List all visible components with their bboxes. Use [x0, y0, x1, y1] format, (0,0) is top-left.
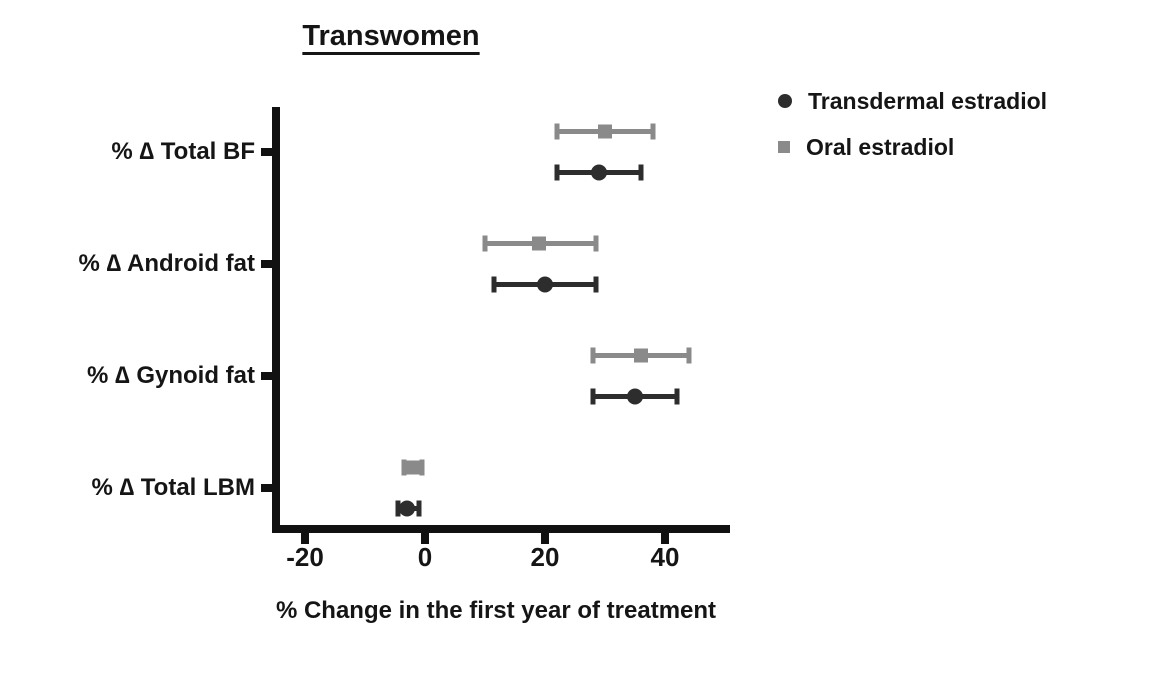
- x-axis-tick: [301, 533, 309, 544]
- y-axis-tick: [261, 148, 272, 156]
- data-point-circle: [537, 276, 553, 293]
- error-bar-cap-right: [650, 123, 656, 140]
- x-axis-tick: [541, 533, 549, 544]
- y-axis-tick: [261, 484, 272, 492]
- error-bar-cap-left: [395, 500, 401, 517]
- error-bar-cap-right: [686, 347, 692, 364]
- error-bar-cap-left: [590, 347, 596, 364]
- y-category-label-gynoid-fat: % ∆ Gynoid fat: [86, 362, 255, 389]
- data-point-square: [406, 460, 420, 475]
- chart-title: Transwomen: [302, 20, 480, 52]
- y-axis-tick: [261, 372, 272, 380]
- x-axis-tick: [421, 533, 429, 544]
- data-point-circle: [591, 164, 607, 181]
- data-point-square: [598, 124, 612, 139]
- error-bar-cap-left: [554, 164, 560, 181]
- x-axis-tick: [661, 533, 669, 544]
- error-bar-cap-right: [416, 500, 422, 517]
- x-tick-label: 20: [530, 542, 560, 572]
- error-bar-cap-right: [593, 276, 599, 293]
- y-category-label-android-fat: % ∆ Android fat: [78, 250, 255, 277]
- data-point-square: [634, 348, 648, 363]
- y-category-label-total-bf: % ∆ Total BF: [111, 138, 255, 165]
- x-axis-label: % Change in the first year of treatment: [275, 597, 717, 624]
- error-bar-cap-right: [419, 459, 425, 476]
- legend-label: Transdermal estradiol: [808, 87, 1048, 114]
- data-point-circle: [399, 500, 415, 517]
- y-category-label-total-lbm: % ∆ Total LBM: [91, 474, 255, 501]
- x-axis-line: [272, 525, 730, 533]
- error-bar-cap-right: [593, 235, 599, 252]
- error-bar-cap-left: [401, 459, 407, 476]
- x-tick-label: 40: [650, 542, 680, 572]
- circle-marker-icon: [778, 94, 792, 108]
- legend: Transdermal estradiol Oral estradiol: [778, 86, 1047, 162]
- x-tick-label: 0: [417, 542, 433, 572]
- y-axis-tick: [261, 260, 272, 268]
- error-bar-cap-left: [482, 235, 488, 252]
- error-bar-cap-left: [554, 123, 560, 140]
- error-bar-cap-left: [590, 388, 596, 405]
- square-marker-icon: [778, 141, 790, 153]
- error-bar-cap-right: [638, 164, 644, 181]
- data-point-square: [532, 236, 546, 251]
- data-point-circle: [627, 388, 643, 405]
- y-axis-line: [272, 107, 280, 533]
- legend-item-transdermal: Transdermal estradiol: [778, 86, 1047, 116]
- x-tick-label: -20: [286, 542, 324, 572]
- legend-label: Oral estradiol: [806, 133, 955, 160]
- error-bar-cap-left: [491, 276, 497, 293]
- legend-item-oral: Oral estradiol: [778, 132, 1047, 162]
- error-bar-cap-right: [674, 388, 680, 405]
